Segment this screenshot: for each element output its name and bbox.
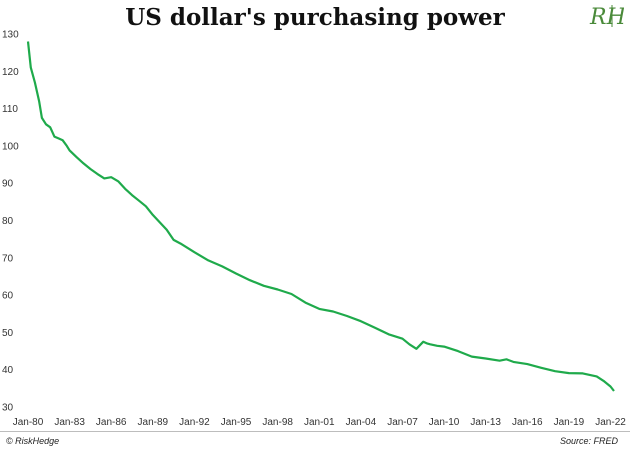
footer-credit: © RiskHedge (6, 436, 60, 446)
x-tick-label: Jan-92 (179, 417, 210, 428)
footer-source: Source: FRED (559, 436, 618, 446)
y-tick-label: 60 (2, 291, 14, 302)
y-tick-label: 100 (2, 141, 19, 152)
x-tick-label: Jan-04 (346, 417, 377, 428)
y-tick-label: 40 (2, 365, 14, 376)
logo-text: RH (589, 5, 624, 29)
y-tick-label: 80 (2, 216, 14, 227)
y-tick-label: 130 (2, 30, 19, 41)
x-tick-label: Jan-86 (96, 417, 127, 428)
x-tick-label: Jan-98 (262, 417, 293, 428)
x-tick-label: Jan-10 (429, 417, 460, 428)
series-group (26, 41, 615, 392)
riskhedge-logo: RH (589, 5, 624, 29)
x-tick-label: Jan-95 (221, 417, 252, 428)
x-tick-label: Jan-89 (138, 417, 169, 428)
x-tick-label: Jan-01 (304, 417, 335, 428)
y-tick-label: 90 (2, 179, 14, 190)
x-tick-label: Jan-19 (554, 417, 585, 428)
y-tick-label: 30 (2, 403, 14, 414)
x-tick-label: Jan-22 (595, 417, 626, 428)
y-tick-label: 70 (2, 253, 14, 264)
x-tick-label: Jan-07 (387, 417, 418, 428)
y-tick-label: 120 (2, 67, 19, 78)
y-tick-label: 110 (2, 104, 18, 115)
footer-divider (0, 431, 630, 432)
x-tick-label: Jan-13 (470, 417, 501, 428)
x-axis: Jan-80 Jan-83 Jan-86 Jan-89 Jan-92 Jan-95 Jan-… (13, 417, 627, 428)
x-tick-label: Jan-16 (512, 417, 543, 428)
chart-title: US dollar's purchasing power (125, 4, 505, 31)
y-tick-label: 50 (2, 328, 14, 339)
y-axis: 30 40 50 60 70 80 90 100 110 120 130 (2, 30, 19, 414)
series-line (26, 41, 615, 392)
x-tick-label: Jan-80 (13, 417, 44, 428)
x-tick-label: Jan-83 (54, 417, 85, 428)
